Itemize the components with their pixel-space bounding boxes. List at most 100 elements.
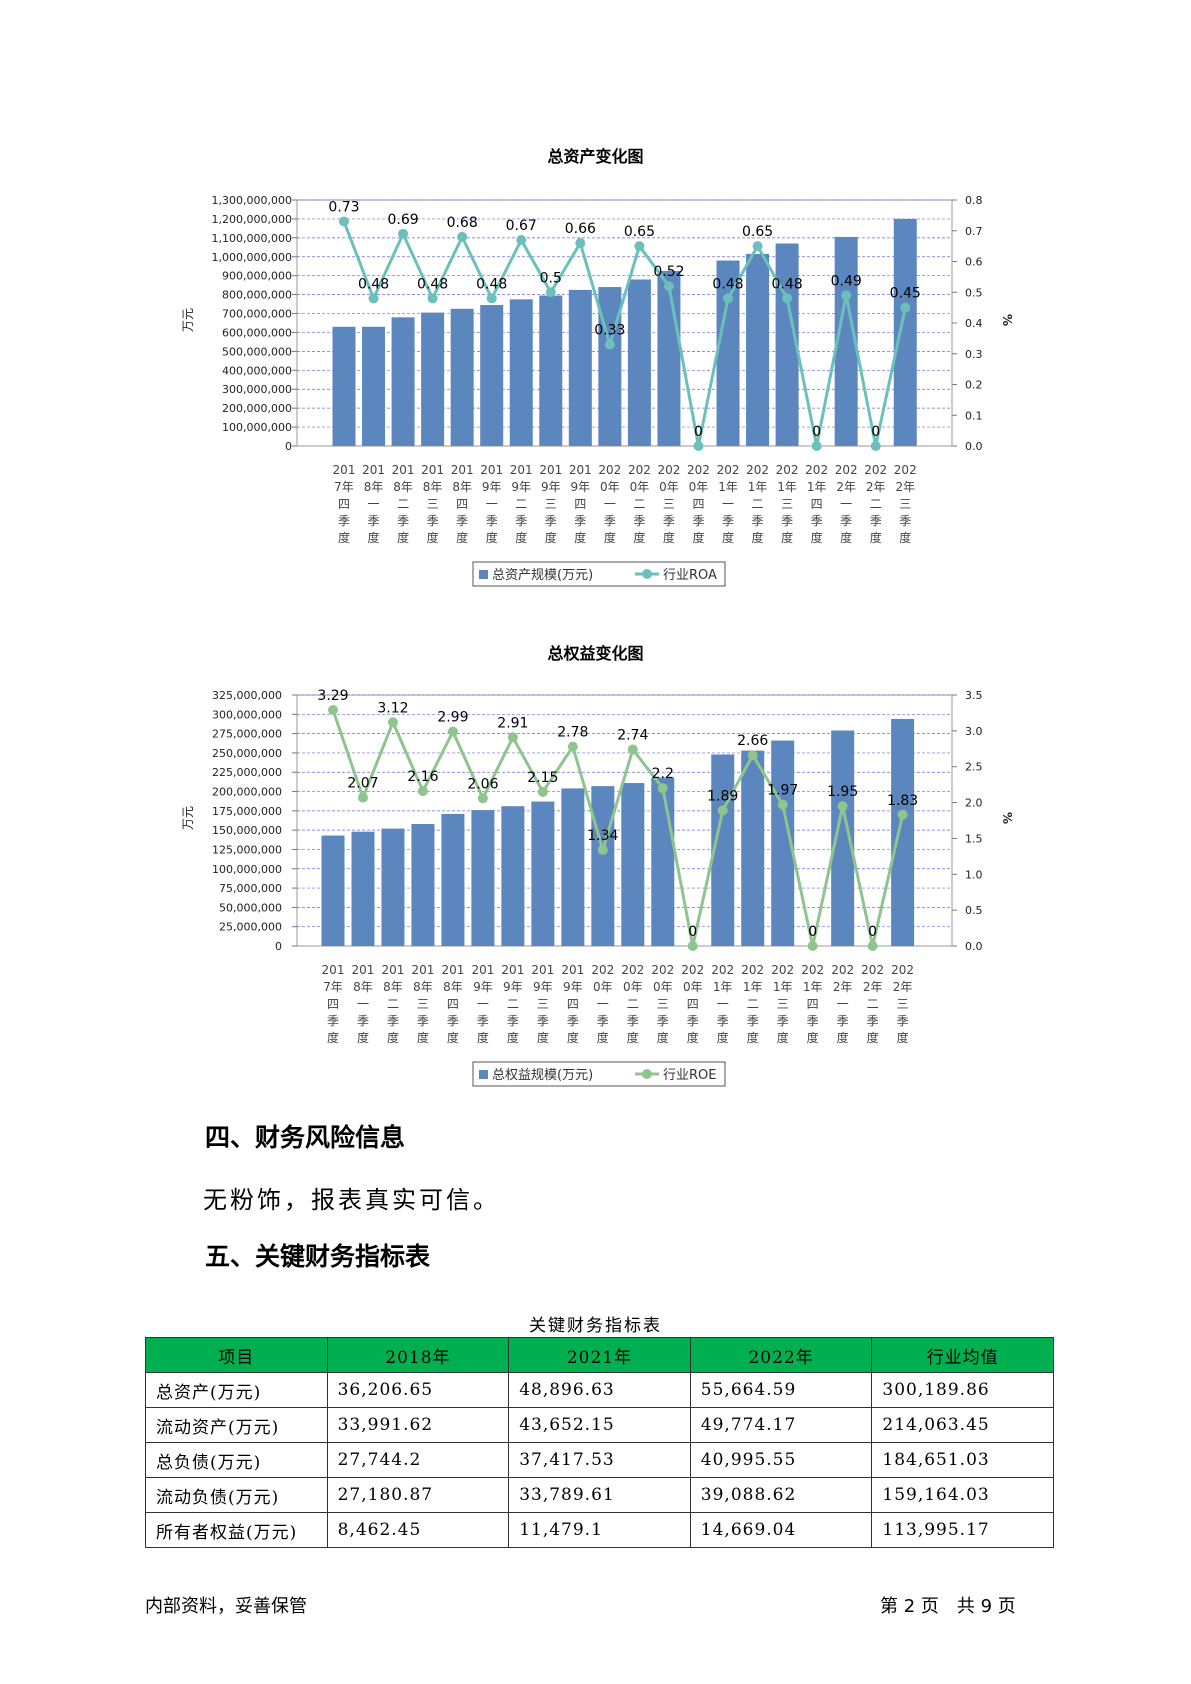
legend-label: 总资产规模(万元) [492, 568, 593, 583]
line-point [398, 228, 409, 239]
y2-axis-title: % [1000, 812, 1014, 824]
table-cell: 流动资产(万元) [145, 1407, 328, 1443]
data-label: 1.34 [587, 828, 618, 844]
x-tick-label: 季 [417, 1014, 429, 1028]
data-label: 0 [871, 424, 880, 440]
x-tick-label: 二 [747, 997, 759, 1011]
x-tick-label: 度 [597, 1030, 609, 1045]
x-tick-label: 度 [604, 530, 616, 545]
x-tick-label: 9年 [541, 480, 561, 494]
x-tick-label: 0年 [689, 480, 709, 494]
x-tick-label: 四 [447, 997, 459, 1011]
x-tick-label: 8年 [364, 480, 384, 494]
bar [893, 218, 917, 446]
line-point [537, 786, 548, 797]
data-label: 2.66 [737, 733, 768, 749]
line-point [368, 293, 379, 304]
line-point [723, 293, 734, 304]
data-label: 1.97 [767, 783, 798, 799]
line-point [339, 216, 349, 227]
legend-line-marker [642, 569, 652, 579]
table-cell: 43,652.15 [508, 1407, 691, 1443]
x-tick-label: 2年 [833, 980, 853, 994]
line-point [575, 238, 586, 249]
y2-tick-label: 1.0 [965, 868, 983, 881]
x-tick-label: 季 [537, 1014, 549, 1028]
x-tick-label: 度 [840, 530, 852, 545]
x-tick-label: 度 [327, 1030, 339, 1045]
x-tick-label: 季 [545, 514, 557, 528]
x-tick-label: 四 [807, 997, 819, 1011]
x-tick-label: 1年 [777, 480, 797, 494]
x-tick-label: 202 [651, 963, 674, 977]
table-row: 总负债(万元) 27,744.2 37,417.53 40,995.55 184… [145, 1442, 1054, 1478]
x-tick-label: 四 [456, 497, 468, 511]
x-tick-label: 二 [397, 497, 409, 511]
x-tick-label: 二 [870, 497, 882, 511]
x-tick-label: 202 [711, 963, 734, 977]
x-tick-label: 度 [777, 1030, 789, 1045]
footer-page-number: 第 2 页 共 9 页 [880, 1596, 1016, 1617]
line-point [634, 241, 645, 252]
line-point [897, 809, 908, 820]
y2-tick-label: 0.2 [965, 379, 983, 392]
data-label: 0.33 [594, 323, 625, 339]
line-point [687, 941, 698, 951]
line-point [597, 844, 608, 855]
table-cell: 37,417.53 [508, 1442, 691, 1478]
x-tick-label: 度 [722, 530, 734, 545]
x-tick-label: 2年 [866, 480, 886, 494]
x-tick-label: 9年 [482, 480, 502, 494]
x-tick-label: 度 [368, 530, 380, 545]
y-tick-label: 1,000,000,000 [212, 251, 292, 264]
data-label: 0.69 [387, 212, 418, 228]
x-tick-label: 季 [777, 1014, 789, 1028]
x-tick-label: 度 [417, 1030, 429, 1045]
data-label: 0 [694, 424, 703, 440]
x-tick-label: 季 [722, 514, 734, 528]
risk-statement: 无粉饰，报表真实可信。 [203, 1186, 500, 1214]
x-tick-label: 2年 [893, 980, 913, 994]
table-header-cell: 2022年 [689, 1337, 873, 1373]
x-tick-label: 度 [811, 530, 823, 545]
line-point [870, 441, 881, 451]
x-tick-label: 度 [447, 1030, 459, 1045]
y-tick-label: 400,000,000 [222, 364, 292, 377]
x-tick-label: 1年 [803, 980, 823, 994]
data-label: 2.15 [527, 770, 558, 786]
y-tick-label: 125,000,000 [212, 843, 282, 856]
y-tick-label: 250,000,000 [212, 747, 282, 760]
x-tick-label: 三 [657, 997, 669, 1011]
y2-tick-label: 0.4 [965, 317, 983, 330]
x-tick-label: 0年 [659, 480, 679, 494]
data-label: 0 [812, 424, 821, 440]
data-label: 0.65 [624, 224, 655, 240]
x-tick-label: 季 [507, 1014, 519, 1028]
x-tick-label: 二 [387, 997, 399, 1011]
y-tick-label: 1,300,000,000 [212, 194, 292, 207]
bar [746, 253, 770, 446]
x-tick-label: 季 [574, 514, 586, 528]
table-cell: 8,462.45 [326, 1512, 510, 1548]
x-tick-label: 9年 [503, 980, 523, 994]
x-tick-label: 一 [597, 997, 609, 1011]
x-tick-label: 度 [567, 1030, 579, 1045]
x-tick-label: 201 [411, 963, 434, 977]
legend-label: 行业ROA [663, 568, 717, 583]
legend-label: 行业ROE [663, 1068, 716, 1083]
x-tick-label: 0年 [630, 480, 650, 494]
x-tick-label: 季 [427, 514, 439, 528]
x-tick-label: 202 [831, 963, 854, 977]
data-label: 0.48 [358, 276, 389, 292]
series-line [342, 220, 907, 447]
legend-box [472, 561, 726, 587]
x-tick-label: 201 [322, 963, 345, 977]
x-tick-label: 202 [591, 963, 614, 977]
y-tick-label: 500,000,000 [222, 345, 292, 358]
bar [627, 279, 651, 446]
table-row: 所有者权益(万元) 8,462.45 11,479.1 14,669.04 11… [145, 1512, 1054, 1548]
x-tick-label: 202 [681, 963, 704, 977]
table-row: 流动资产(万元) 33,991.62 43,652.15 49,774.17 2… [145, 1407, 1054, 1443]
x-tick-label: 度 [537, 1030, 549, 1045]
x-tick-label: 季 [327, 1014, 339, 1028]
